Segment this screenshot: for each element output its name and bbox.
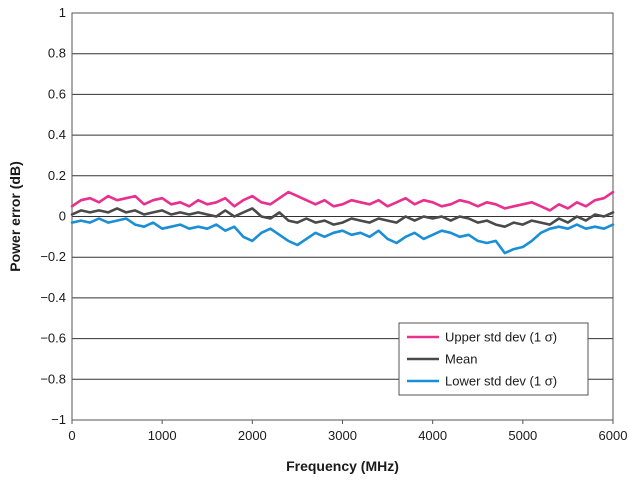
series-line bbox=[70, 190, 615, 212]
y-tick-label: −0.4 bbox=[40, 290, 66, 305]
legend-label: Lower std dev (1 σ) bbox=[445, 374, 557, 389]
x-tick-label: 5000 bbox=[508, 428, 537, 443]
x-tick-labels: 0 1000 2000 3000 4000 5000 6000 bbox=[68, 428, 627, 443]
legend-label: Mean bbox=[445, 352, 478, 367]
y-tick-label: −0.2 bbox=[40, 249, 66, 264]
x-tick-label: 6000 bbox=[599, 428, 628, 443]
legend-label: Upper std dev (1 σ) bbox=[445, 330, 557, 345]
y-tick-label: 0.2 bbox=[48, 168, 66, 183]
x-tick-label: 0 bbox=[68, 428, 75, 443]
legend: Upper std dev (1 σ) Mean Lower std dev (1 … bbox=[398, 322, 589, 396]
y-tick-label: −1 bbox=[51, 412, 66, 427]
y-tick-label: −0.8 bbox=[40, 371, 66, 386]
x-tick-label: 1000 bbox=[148, 428, 177, 443]
y-axis-title: Power error (dB) bbox=[7, 161, 23, 271]
x-tick-label: 4000 bbox=[418, 428, 447, 443]
y-tick-label: −0.6 bbox=[40, 331, 66, 346]
x-tick-label: 2000 bbox=[238, 428, 267, 443]
y-tick-label: 0.8 bbox=[48, 46, 66, 61]
y-tick-label: 1 bbox=[59, 5, 66, 20]
plot-frame bbox=[71, 12, 614, 421]
y-tick-label: 0 bbox=[59, 209, 66, 224]
y-tick-label: 0.6 bbox=[48, 86, 66, 101]
x-tick-label: 3000 bbox=[328, 428, 357, 443]
series-line bbox=[70, 207, 615, 228]
y-tick-labels: 1 0.8 0.6 0.4 0.2 0 −0.2 −0.4 −0.6 −0.8 −1 bbox=[40, 5, 66, 427]
y-tick-label: 0.4 bbox=[48, 127, 66, 142]
series-layer bbox=[70, 190, 615, 255]
series-line bbox=[70, 217, 615, 255]
x-axis-title: Frequency (MHz) bbox=[286, 458, 399, 474]
